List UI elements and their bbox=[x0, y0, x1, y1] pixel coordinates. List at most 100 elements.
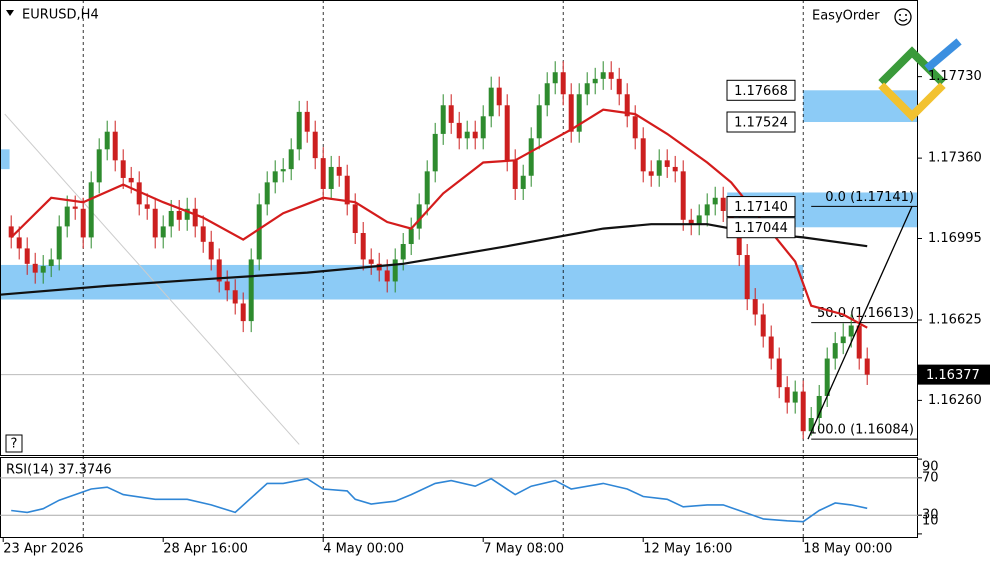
candle-body bbox=[528, 138, 534, 176]
candle-body bbox=[328, 166, 334, 189]
rsi-tick-label: 90 bbox=[922, 460, 939, 475]
x-tick-label: 23 Apr 2026 bbox=[3, 542, 83, 557]
price-label: 1.17044 bbox=[734, 221, 788, 236]
price-label: 1.17668 bbox=[734, 84, 788, 99]
candle-body bbox=[104, 131, 110, 150]
y-tick-label: 1.16260 bbox=[928, 393, 982, 408]
rsi-tick-label: 10 bbox=[922, 514, 939, 529]
candle-body bbox=[136, 182, 142, 205]
candle-body bbox=[192, 208, 198, 227]
candle-body bbox=[504, 105, 510, 161]
candle-body bbox=[248, 259, 254, 322]
candle-body bbox=[224, 281, 230, 291]
candle-body bbox=[88, 182, 94, 238]
candle-body bbox=[232, 290, 238, 304]
candle-body bbox=[568, 94, 574, 132]
candle-body bbox=[712, 197, 718, 205]
candle-body bbox=[448, 105, 454, 123]
candle-body bbox=[400, 244, 406, 260]
x-tick-label: 7 May 08:00 bbox=[483, 542, 564, 557]
fibo-label: 50.0 (1.16613) bbox=[817, 306, 914, 321]
rsi-tick-label: 70 bbox=[922, 470, 939, 485]
fibo-label: 0.0 (1.17141) bbox=[825, 190, 914, 205]
candle-body bbox=[176, 210, 182, 220]
current-price-label: 1.16377 bbox=[926, 368, 980, 383]
candle-body bbox=[128, 177, 134, 183]
candle-body bbox=[256, 204, 262, 260]
symbol-title: EURUSD,H4 bbox=[22, 8, 99, 23]
candle-body bbox=[608, 72, 614, 79]
price-label: 1.17524 bbox=[734, 116, 788, 131]
trend-line bbox=[807, 206, 913, 440]
candle-body bbox=[672, 166, 678, 172]
candle-body bbox=[392, 259, 398, 282]
candle-body bbox=[832, 343, 838, 359]
rsi-title: RSI(14) 37.3746 bbox=[6, 463, 112, 478]
y-tick-label: 1.16995 bbox=[928, 231, 982, 246]
candle-body bbox=[768, 336, 774, 359]
candle-body bbox=[312, 131, 318, 159]
price-label-box bbox=[726, 79, 796, 101]
candle-body bbox=[384, 270, 390, 282]
tool-label[interactable]: EasyOrder bbox=[812, 9, 880, 24]
logo bbox=[878, 38, 962, 122]
y-tick-label: 1.17730 bbox=[928, 69, 982, 84]
candle-body bbox=[696, 215, 702, 225]
candle-body bbox=[424, 171, 430, 205]
candle-body bbox=[496, 87, 502, 106]
candle-body bbox=[152, 208, 158, 238]
x-tick-label: 12 May 16:00 bbox=[643, 542, 732, 557]
help-box[interactable] bbox=[5, 434, 23, 453]
candle-body bbox=[56, 226, 62, 260]
help-label[interactable]: ? bbox=[11, 437, 18, 452]
candle-body bbox=[488, 87, 494, 117]
price-label-box bbox=[726, 111, 796, 133]
candle-body bbox=[336, 166, 342, 176]
candle-body bbox=[32, 263, 38, 273]
candle-body bbox=[856, 325, 862, 359]
candle-body bbox=[368, 259, 374, 264]
zone bbox=[0, 264, 804, 300]
candle-body bbox=[688, 219, 694, 225]
candle-body bbox=[64, 206, 70, 227]
candle-body bbox=[432, 133, 438, 172]
price-label-box bbox=[726, 217, 796, 239]
candle-body bbox=[304, 111, 310, 132]
candle-body bbox=[216, 259, 222, 282]
candle-body bbox=[168, 210, 174, 227]
menu-arrow[interactable] bbox=[6, 10, 14, 16]
candle-body bbox=[352, 204, 358, 234]
rsi-frame bbox=[0, 457, 918, 538]
candle-body bbox=[120, 160, 126, 178]
candle-body bbox=[864, 358, 870, 375]
x-tick-label: 18 May 00:00 bbox=[803, 542, 892, 557]
candle-body bbox=[776, 358, 782, 388]
candle-body bbox=[472, 131, 478, 139]
candle-body bbox=[800, 391, 806, 432]
candle-body bbox=[416, 204, 422, 229]
price-label: 1.17140 bbox=[734, 200, 788, 215]
candle-body bbox=[784, 387, 790, 403]
x-tick-label: 4 May 00:00 bbox=[323, 542, 404, 557]
x-tick-label: 28 Apr 16:00 bbox=[163, 542, 248, 557]
candle-body bbox=[296, 111, 302, 150]
candle-body bbox=[200, 226, 206, 242]
candle-body bbox=[600, 72, 606, 79]
candle-body bbox=[480, 116, 486, 139]
candle-body bbox=[264, 182, 270, 205]
candle-body bbox=[144, 204, 150, 209]
candle-body bbox=[576, 94, 582, 132]
candle-body bbox=[520, 175, 526, 189]
candle-body bbox=[512, 160, 518, 189]
candle-body bbox=[808, 418, 814, 432]
candle-body bbox=[408, 228, 414, 245]
candle-body bbox=[160, 226, 166, 238]
candle-body bbox=[544, 83, 550, 106]
current-price-box bbox=[918, 364, 990, 385]
candle-body bbox=[552, 72, 558, 84]
main-frame bbox=[0, 0, 918, 456]
candle-body bbox=[592, 78, 598, 84]
candle-body bbox=[640, 138, 646, 172]
candle-body bbox=[664, 160, 670, 167]
fibo-label: 100.0 (1.16084) bbox=[809, 423, 914, 438]
